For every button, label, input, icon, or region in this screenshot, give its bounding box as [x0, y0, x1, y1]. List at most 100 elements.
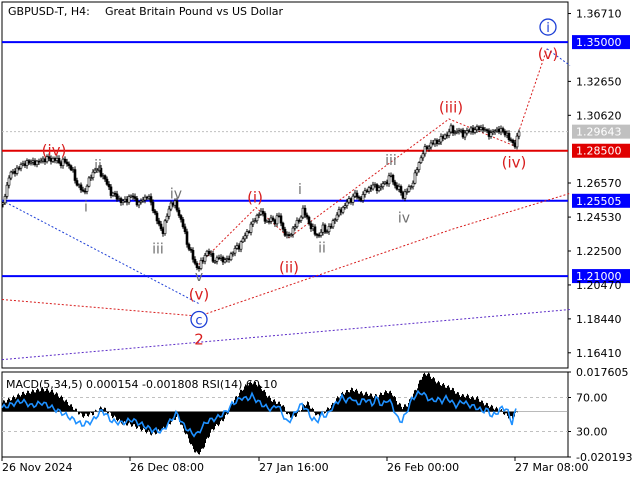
- candle-body: [319, 231, 323, 236]
- trend-lines: [1, 48, 571, 361]
- candle-body: [195, 263, 199, 268]
- candle-body: [83, 190, 87, 193]
- level-label-bg-1: [572, 143, 630, 158]
- candle-body: [47, 156, 51, 159]
- rsi-line: [1, 389, 517, 438]
- sub-tick-label-3: -0.020193: [576, 451, 632, 464]
- candle-body: [95, 169, 99, 171]
- candle-body: [135, 198, 139, 206]
- candle-body: [295, 220, 299, 228]
- candle-body: [169, 202, 173, 210]
- candle-body: [411, 182, 415, 187]
- sub-tick-label-0: 0.017605: [576, 366, 629, 379]
- wave-label-1: ii: [94, 158, 102, 174]
- wave-label-7: c: [195, 314, 202, 329]
- candle-body: [427, 146, 431, 150]
- candle-body: [107, 184, 111, 188]
- wave-circle-18: [539, 18, 557, 36]
- candle-body: [119, 198, 123, 203]
- candle-body: [17, 167, 21, 170]
- candle-body: [421, 153, 425, 159]
- candle-body: [217, 257, 221, 260]
- candle-body: [443, 134, 447, 139]
- candle-body: [379, 186, 383, 189]
- level-label-0: 1.35000: [576, 36, 622, 49]
- candle-body: [323, 224, 327, 233]
- candle-body: [485, 129, 489, 132]
- candle-body: [303, 207, 307, 216]
- candle-body: [251, 221, 255, 225]
- candle-body: [405, 191, 409, 193]
- candle-body: [447, 131, 451, 136]
- candle-body: [79, 184, 83, 191]
- y-tick-label-3: 1.26570: [576, 177, 622, 190]
- candle-body: [161, 228, 165, 234]
- wave-label-16: (iv): [502, 153, 527, 171]
- level-label-bg-2: [572, 193, 630, 208]
- horizontal-levels: [2, 41, 568, 278]
- wave-circle-7: [190, 310, 208, 329]
- candle-body: [393, 181, 397, 186]
- y-tick-label-1: 1.32650: [576, 75, 622, 88]
- candle-body: [261, 210, 265, 214]
- candle-body: [387, 175, 391, 185]
- candle-body: [71, 169, 75, 171]
- wave-label-3: iv: [170, 186, 182, 202]
- chart-symbol: GBPUSD-T, H4:: [8, 5, 90, 18]
- candle-body: [115, 193, 119, 200]
- candle-body: [9, 171, 13, 179]
- candle-body: [91, 171, 95, 178]
- candle-body: [111, 192, 115, 196]
- candle-body: [63, 158, 67, 163]
- level-label-2: 1.25505: [576, 195, 622, 208]
- candle-body: [155, 212, 159, 222]
- candle-body: [105, 178, 109, 185]
- candle-body: [299, 216, 303, 221]
- candle-body: [377, 187, 381, 191]
- trend-line-3: [198, 48, 548, 265]
- wave-label-11: (ii): [279, 259, 299, 277]
- candle-body: [333, 219, 337, 222]
- candle-body: [225, 258, 229, 260]
- candle-body: [235, 245, 239, 249]
- candle-body: [399, 186, 403, 193]
- candle-body: [371, 184, 375, 190]
- candle-body: [159, 223, 163, 230]
- candle-body: [507, 133, 511, 141]
- candle-body: [253, 220, 257, 223]
- level-label-1: 1.28500: [576, 145, 622, 158]
- price-series: [1, 123, 521, 272]
- candle-body: [361, 194, 365, 201]
- candle-body: [309, 223, 313, 230]
- time-axis: 26 Nov 2024 26 Dec 08:00 27 Jan 16:00 26 Fe…: [1, 457, 588, 474]
- candle-body: [267, 220, 271, 223]
- candle-body: [247, 231, 251, 233]
- candle-body: [77, 184, 81, 187]
- candle-body: [241, 238, 245, 243]
- current-price-label: 1.29643: [576, 126, 622, 139]
- candle-body: [167, 208, 171, 217]
- candle-body: [19, 164, 23, 169]
- wave-label-4: iii: [152, 242, 164, 258]
- candle-body: [11, 170, 15, 173]
- candle-body: [415, 169, 419, 174]
- candle-body: [305, 214, 309, 218]
- candle-body: [439, 136, 443, 143]
- candle-body: [157, 220, 161, 225]
- candle-body: [219, 256, 223, 259]
- y-tick-label-2: 1.30620: [576, 109, 622, 122]
- candle-body: [283, 228, 287, 236]
- candle-body: [123, 198, 127, 202]
- candle-body: [279, 215, 283, 224]
- candle-body: [275, 215, 279, 225]
- indicator-panel-frame: [1, 371, 569, 458]
- candle-body: [193, 259, 197, 264]
- candle-body: [413, 172, 417, 184]
- candle-body: [121, 200, 125, 203]
- sub-tick-label-1: 70.00: [576, 392, 608, 405]
- wave-label-12: ii: [318, 241, 326, 257]
- candle-body: [211, 253, 215, 262]
- candle-body: [103, 175, 107, 180]
